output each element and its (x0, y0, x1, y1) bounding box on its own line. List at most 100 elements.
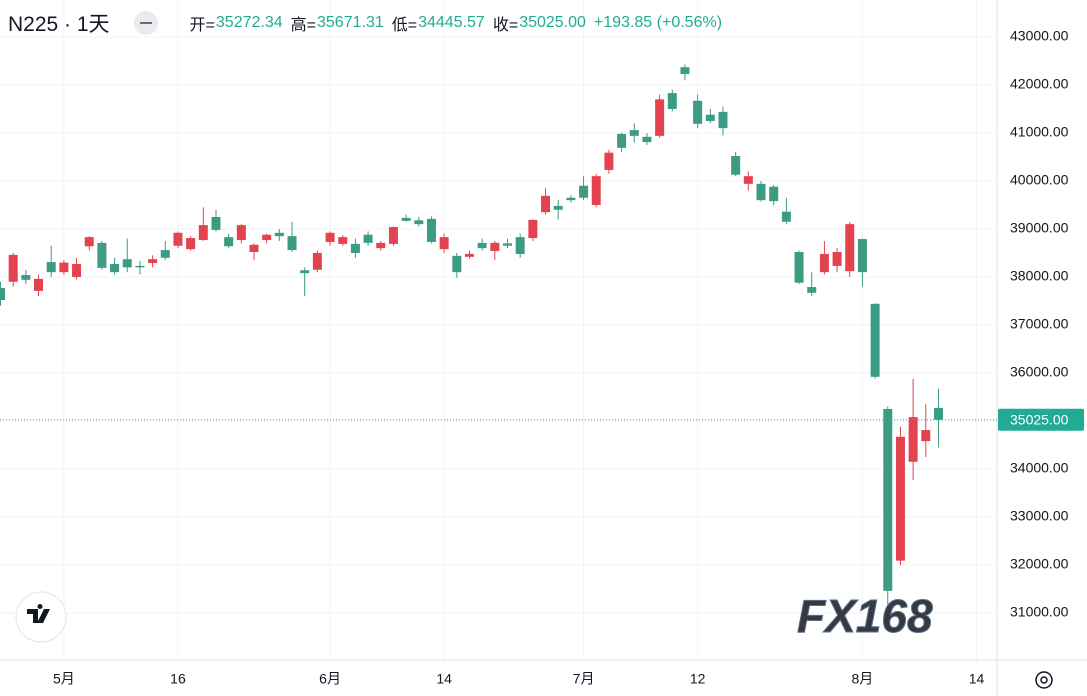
readout-label: 开= (189, 17, 215, 34)
watermark: FX168 (797, 590, 933, 642)
candle-body (287, 236, 297, 251)
x-tick-label: 8月 (852, 671, 874, 687)
candle-body (642, 136, 652, 143)
x-tick-label: 16 (170, 671, 186, 687)
x-tick-label: 6月 (319, 671, 341, 687)
candle-body (249, 244, 259, 252)
candle-body (503, 243, 513, 246)
candle-body (173, 232, 183, 246)
readout-label: 高= (290, 17, 316, 34)
candle-body (870, 303, 880, 377)
candle-body (401, 217, 411, 221)
last-price-box (998, 408, 1084, 431)
candle-body (388, 227, 398, 244)
y-tick-label: 39000.00 (1010, 220, 1069, 236)
readout-label: 收= (492, 17, 519, 34)
candle-body (34, 278, 44, 291)
x-tick-label: 12 (690, 671, 706, 687)
candle-body (84, 237, 94, 247)
candle-body (148, 259, 158, 264)
candle-body (731, 156, 741, 175)
readout-value: 35671.31 (317, 14, 384, 31)
candle-body (414, 220, 424, 225)
candle-body (97, 242, 107, 268)
candle-body (236, 225, 246, 240)
candle-body (756, 183, 766, 201)
y-tick-label: 31000.00 (1010, 604, 1069, 620)
candle-body (515, 237, 525, 254)
candle-body (59, 262, 69, 273)
candle-body (541, 195, 551, 213)
legend-header: N225 · 1天 开= 35272.34 高= 35671.31 低= 34445.57… (8, 8, 722, 38)
candle-body (933, 407, 943, 420)
candle-body (439, 237, 449, 250)
logo-mark (27, 604, 50, 623)
candle-body (566, 197, 576, 201)
candle-body (211, 216, 221, 230)
candle-body (718, 111, 728, 129)
candle-body (781, 211, 791, 222)
y-tick-label: 43000.00 (1010, 28, 1069, 44)
y-tick-label: 41000.00 (1010, 124, 1069, 140)
candle-body (579, 185, 589, 198)
candle-body (325, 232, 335, 242)
gear (1035, 671, 1053, 689)
candle-body (490, 242, 500, 252)
candle-body (908, 417, 918, 462)
candle-body (477, 242, 487, 249)
candle-body (591, 176, 601, 205)
candle-body (629, 130, 639, 136)
collapse-button[interactable] (133, 11, 158, 35)
candle-body (160, 250, 170, 258)
x-tick-label: 14 (969, 671, 985, 687)
symbol[interactable]: N225 · 1天 (8, 13, 110, 36)
candle-body (655, 99, 665, 136)
candle-body (0, 288, 5, 300)
candle-body (198, 225, 208, 240)
candle-body (338, 237, 348, 244)
candle-body (376, 242, 386, 249)
readout-label: 低= (391, 17, 418, 34)
candle-body (604, 152, 614, 170)
x-tick-label: 7月 (573, 671, 595, 687)
candle-body (680, 67, 690, 74)
candle-body (426, 218, 436, 242)
y-tick-label: 36000.00 (1010, 364, 1069, 380)
y-tick-label: 33000.00 (1010, 508, 1069, 524)
y-tick-label: 40000.00 (1010, 172, 1069, 188)
readout-value: 34445.57 (418, 14, 485, 31)
candle-body (72, 264, 82, 277)
candle-body (832, 252, 842, 266)
settings-button[interactable] (1035, 671, 1053, 689)
candle-body (300, 270, 310, 274)
y-tick-label: 34000.00 (1010, 460, 1069, 476)
candle-body (883, 408, 893, 591)
candle-body (452, 255, 462, 273)
candle-body (363, 234, 373, 243)
last-price-label: 35025.00 (1010, 411, 1069, 427)
candle-body (274, 232, 284, 237)
candle-body (807, 287, 817, 293)
x-tick-label: 14 (436, 671, 452, 687)
candle-body (845, 224, 855, 272)
candle-body (617, 133, 627, 148)
candle-body (794, 252, 804, 283)
candle-body (895, 436, 905, 561)
candle-body (224, 237, 234, 247)
candle-body (122, 259, 132, 268)
tv-logo (15, 591, 67, 643)
x-tick-label: 5月 (53, 671, 75, 687)
candle-body (857, 239, 867, 273)
readout-value: 35272.34 (215, 14, 283, 31)
candle-body (21, 275, 31, 280)
candle-body (350, 243, 360, 253)
candle-body (262, 234, 272, 240)
candle-body (705, 114, 715, 121)
candle-body (528, 219, 538, 239)
y-tick-label: 42000.00 (1010, 76, 1069, 92)
candle-body (186, 238, 196, 250)
candle-body (743, 176, 753, 184)
readout-change: +193.85 (+0.56%) (593, 14, 723, 31)
